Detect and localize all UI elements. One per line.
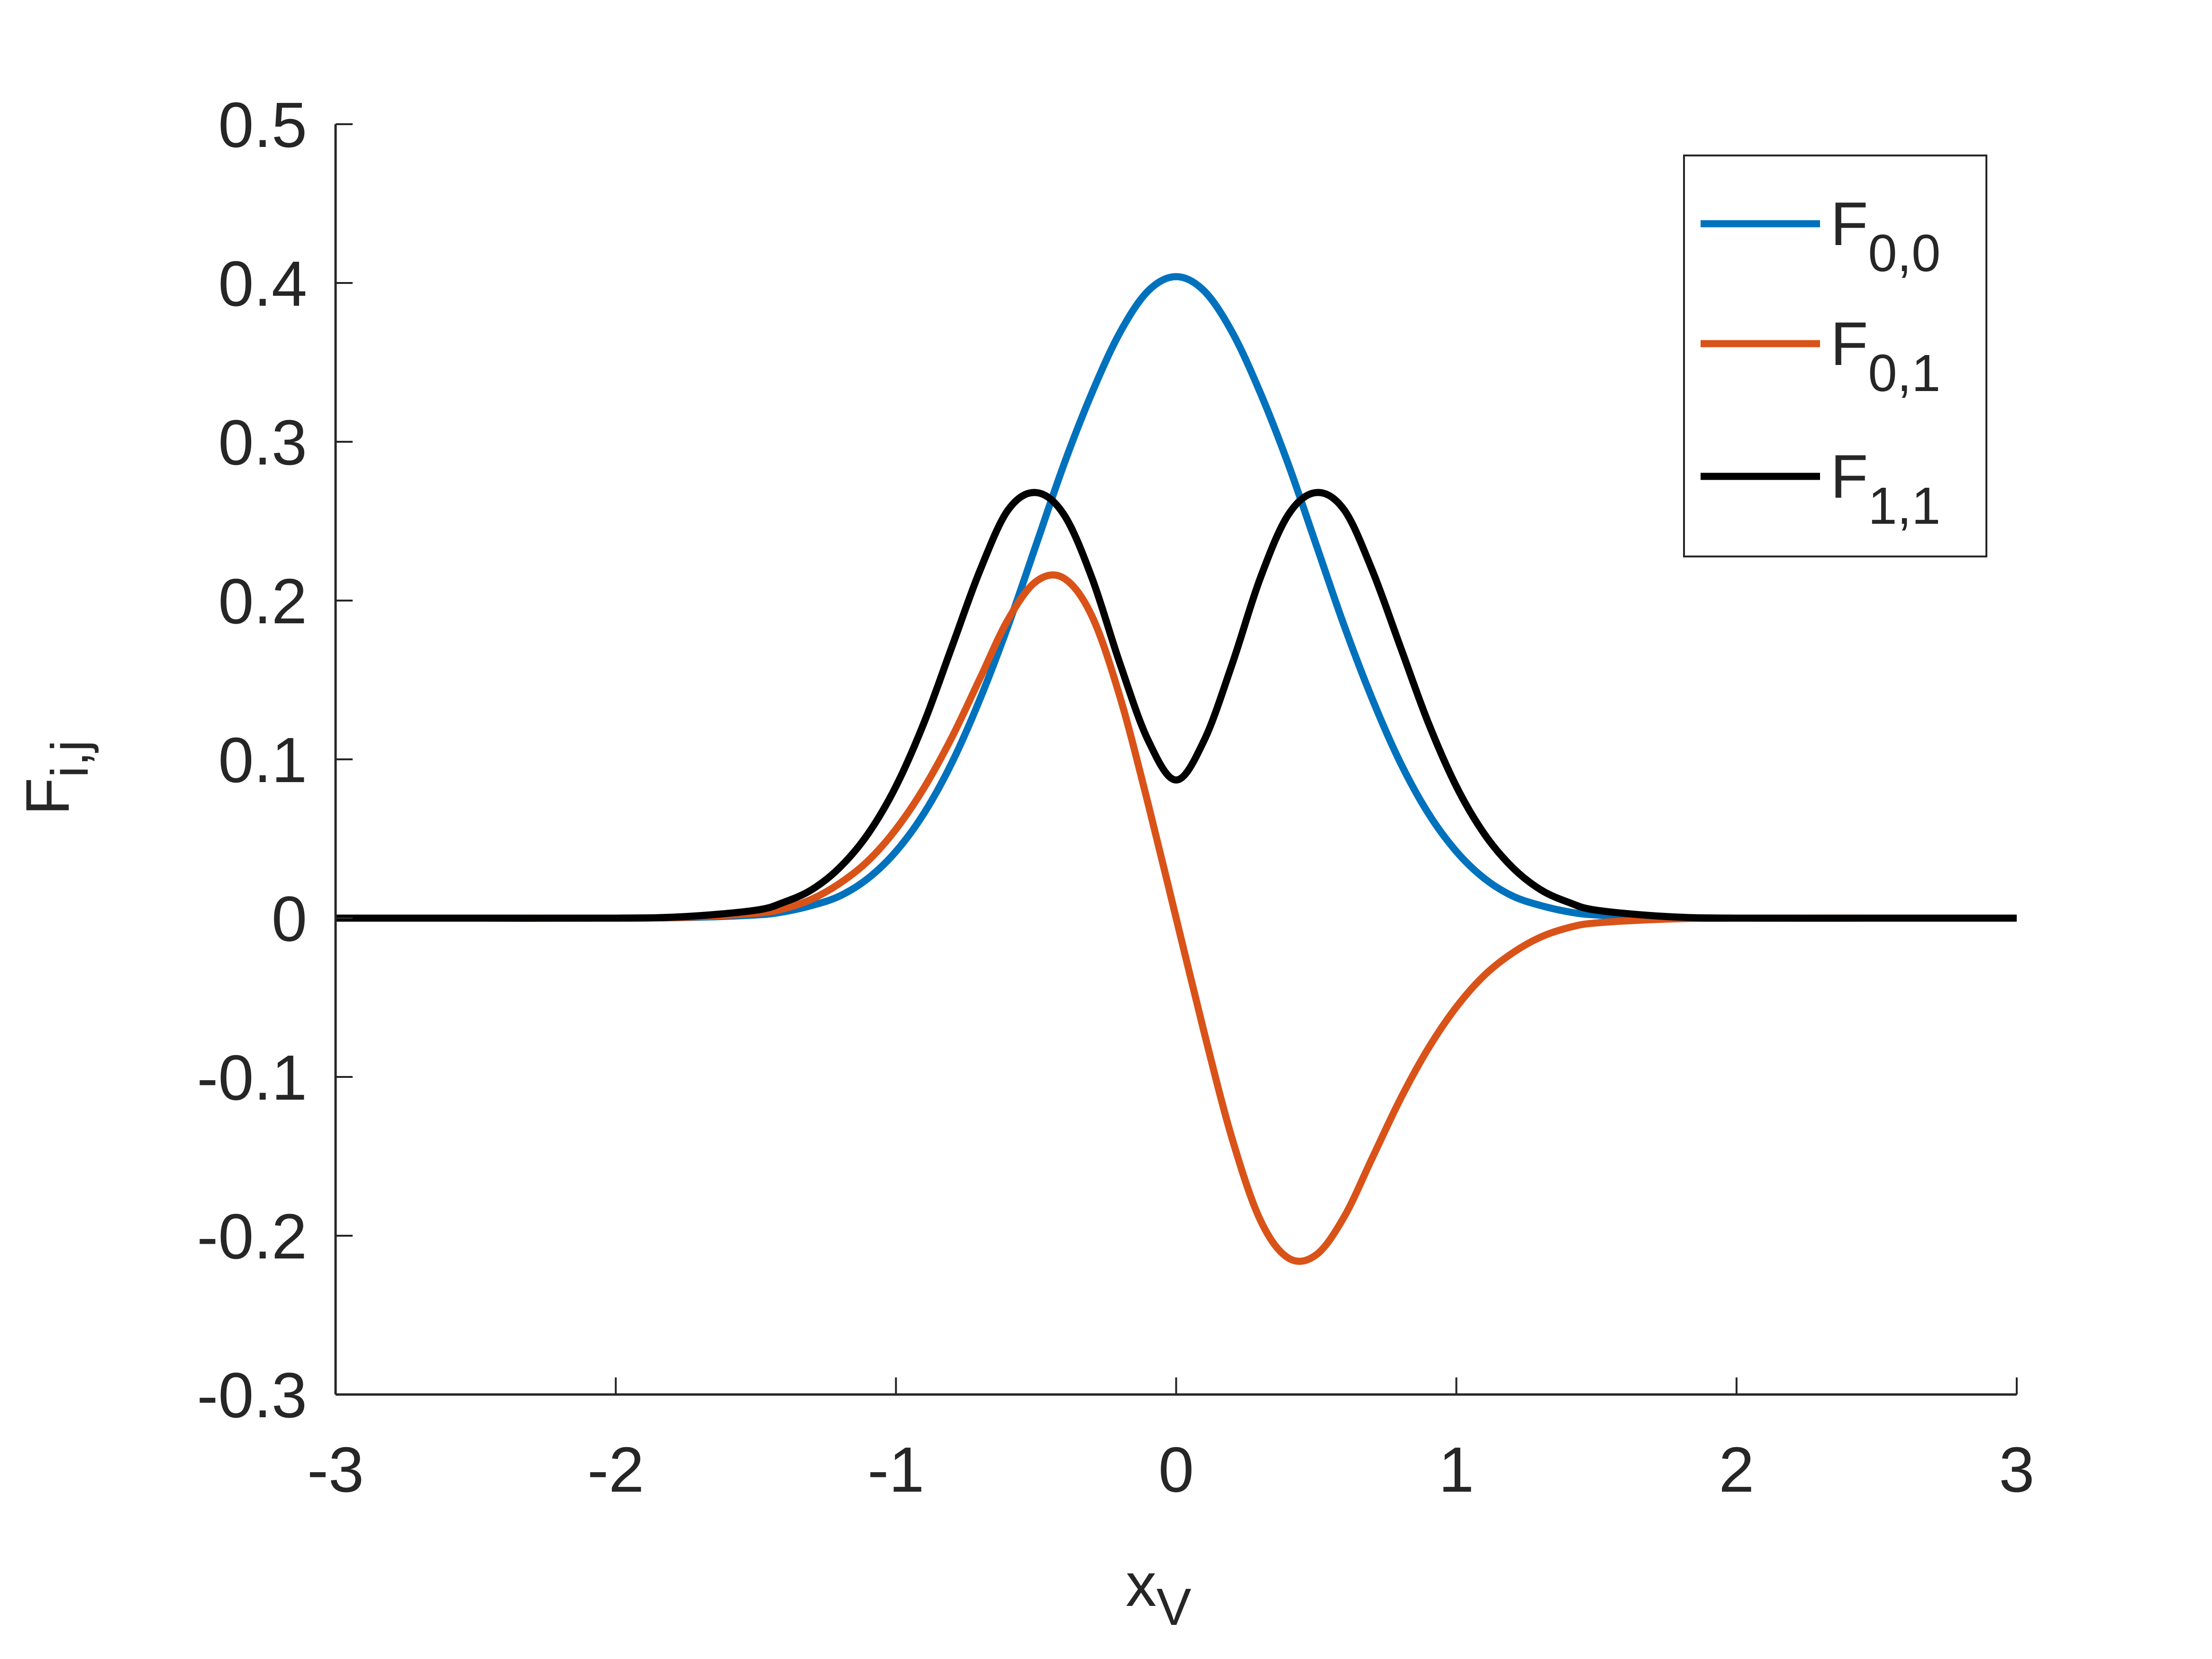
legend-label: F0,1 (1830, 309, 1940, 402)
tick-labels: -3 -2 -1 0 1 2 3 -0.3 -0.2 -0.1 0 0.1 0.2 0.3 0.4 0.5 (197, 89, 2034, 1505)
y-tick-label: -0.3 (197, 1359, 307, 1431)
legend: F0,0 F0,1 F1,1 (1683, 155, 1987, 557)
x-axis-label: xV (1126, 1550, 1191, 1636)
x-tick-label: -3 (307, 1434, 364, 1505)
x-tick-label: 1 (1438, 1434, 1474, 1505)
legend-entry-1-1: F1,1 (1701, 442, 1940, 535)
legend-entry-0-0: F0,0 (1701, 189, 1940, 283)
y-tick-label: 0.1 (218, 724, 307, 796)
y-tick-label: -0.1 (197, 1042, 307, 1113)
y-tick-label: 0.5 (218, 89, 307, 161)
y-axis-label: Fi,j (13, 740, 99, 815)
y-tick-label: 0 (272, 883, 307, 955)
legend-label: F0,0 (1830, 189, 1940, 283)
y-tick-label: -0.2 (197, 1201, 307, 1272)
legend-entry-0-1: F0,1 (1701, 309, 1940, 402)
x-axis-label-subscript: V (1156, 1578, 1191, 1636)
axes (334, 123, 2018, 1396)
y-tick-label: 0.3 (218, 407, 307, 478)
y-axis-label-subscript: i,j (41, 740, 99, 777)
series-line-0-1 (335, 571, 2017, 1265)
y-tick-label: 0.2 (218, 565, 307, 637)
series-line-1-1 (335, 489, 2017, 922)
series-line-0-0 (335, 273, 2017, 922)
y-tick-label: 0.4 (218, 248, 307, 319)
x-tick-label: 3 (1999, 1434, 2034, 1505)
legend-label: F1,1 (1830, 442, 1940, 535)
x-tick-label: -1 (867, 1434, 924, 1505)
x-tick-label: 0 (1158, 1434, 1194, 1505)
series-layer (335, 273, 2017, 1265)
x-tick-label: 2 (1719, 1434, 1754, 1505)
x-tick-label: -2 (587, 1434, 644, 1505)
